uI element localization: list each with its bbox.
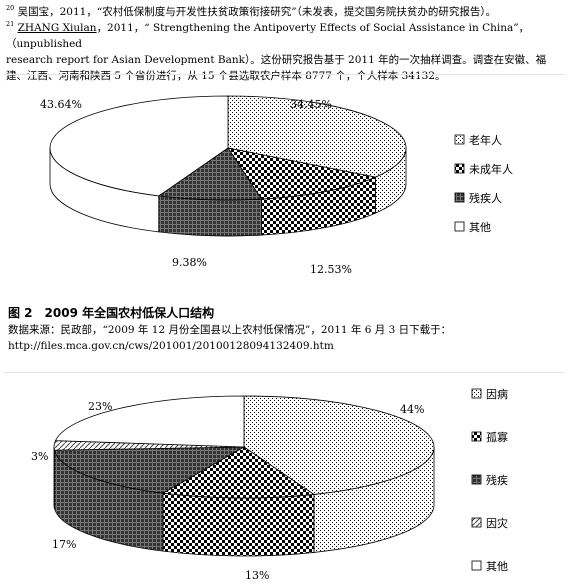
- legend-label: 其他: [469, 221, 491, 234]
- figure-title: 图 2 2009 年全国农村低保人口结构: [8, 306, 215, 320]
- legend-swatch: [454, 134, 465, 145]
- footnote-21: 21 ZHANG Xiulan，2011，“ Strengthening the…: [6, 20, 562, 84]
- pie-slice: [49, 95, 229, 197]
- data-label: 43.64%: [40, 98, 82, 111]
- data-label: 13%: [245, 569, 269, 582]
- data-label: 34.45%: [290, 98, 332, 111]
- footnote-text: 吴国宝，2011，“农村低保制度与开发性扶贫政策衔接研究”（未发表，提交国务院扶…: [17, 6, 497, 18]
- legend-swatch: [454, 192, 465, 203]
- legend-swatch: [454, 163, 465, 174]
- data-label: 12.53%: [310, 263, 352, 276]
- legend-label: 因灾: [486, 516, 508, 530]
- pie-slice-side: [162, 492, 315, 557]
- legend-swatch: [471, 474, 482, 485]
- data-label: 3%: [31, 450, 48, 463]
- pie-slice: [243, 395, 435, 495]
- legend-label: 未成年人: [469, 162, 513, 176]
- legend-label: 老年人: [469, 133, 502, 147]
- footnote-20: 20 吴国宝，2011，“农村低保制度与开发性扶贫政策衔接研究”（未发表，提交国…: [6, 4, 562, 20]
- footnote-mark: 20: [6, 4, 15, 12]
- separator: [4, 372, 565, 373]
- legend-label: 残疾人: [469, 191, 502, 205]
- separator: [4, 74, 565, 75]
- footnote-text: research report for Asian Development Ba…: [6, 54, 547, 66]
- data-label: 17%: [52, 538, 76, 551]
- figure-source: 数据来源：民政部，“2009 年 12 月份全国县以上农村低保情况”，2011 …: [8, 324, 452, 336]
- legend-swatch: [471, 560, 482, 571]
- legend-label: 其他: [486, 560, 508, 573]
- footnote-mark: 21: [6, 20, 15, 28]
- legend-label: 孤寡: [486, 430, 508, 444]
- legend-label: 残疾: [486, 473, 508, 487]
- legend-label: 因病: [486, 387, 508, 401]
- legend-swatch: [471, 388, 482, 399]
- footnote-text: 建、江西、河南和陕西 5 个省份进行，从 15 个县选取农户样本 8777 个，…: [6, 70, 446, 82]
- legend-swatch: [454, 221, 465, 232]
- data-label: 23%: [88, 400, 112, 413]
- data-label: 9.38%: [172, 256, 207, 269]
- legend-swatch: [471, 431, 482, 442]
- pie-slice: [227, 147, 377, 200]
- pie-slice: [53, 446, 245, 494]
- footnote-text: ，2011，“ Strengthening the Antipoverty Ef…: [6, 22, 530, 50]
- pie-slice-side: [158, 195, 262, 237]
- pie-slice: [54, 395, 245, 448]
- legend-swatch: [471, 517, 482, 528]
- figure-source-url: http://files.mca.gov.cn/cws/201001/20100…: [8, 340, 334, 352]
- data-label: 44%: [400, 403, 424, 416]
- footnote-author: ZHANG Xiulan: [17, 22, 97, 34]
- pie-slice: [157, 147, 263, 201]
- pie-slice: [161, 446, 316, 499]
- pie-slice: [227, 95, 407, 178]
